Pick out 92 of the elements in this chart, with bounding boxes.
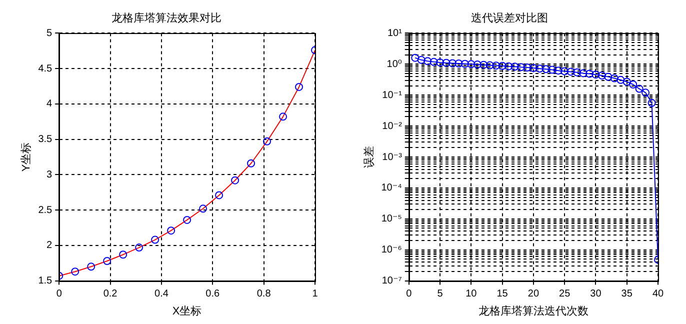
point xyxy=(247,159,256,168)
point xyxy=(454,59,463,68)
point xyxy=(231,176,240,184)
point xyxy=(151,236,160,244)
x-axis-title: 龙格库塔算法迭代次数 xyxy=(478,304,588,318)
x-tick-label: 25 xyxy=(559,288,571,300)
point xyxy=(215,191,224,200)
point xyxy=(183,216,192,224)
y-tick-label: 10⁻² xyxy=(382,120,403,132)
point xyxy=(554,66,562,75)
point xyxy=(573,68,582,76)
point xyxy=(424,57,432,66)
point xyxy=(87,262,96,271)
y-tick-label: 4.5 xyxy=(38,63,53,74)
point xyxy=(71,268,80,276)
point xyxy=(263,137,272,146)
point xyxy=(504,62,513,70)
y-tick-label: 10⁻¹ xyxy=(382,90,403,101)
y-tick-label: 3 xyxy=(46,169,53,180)
y-tick-label: 2 xyxy=(46,240,53,252)
x-tick-label: 30 xyxy=(590,288,602,300)
point xyxy=(430,58,438,66)
point xyxy=(448,59,456,68)
x-tick-label: 0.6 xyxy=(206,288,220,300)
point xyxy=(592,70,600,79)
y-tick-label: 10⁻⁴ xyxy=(381,182,402,194)
point xyxy=(103,256,112,265)
x-tick-label: 0.8 xyxy=(256,288,272,300)
point xyxy=(516,63,525,72)
point xyxy=(610,74,618,82)
point xyxy=(579,69,588,78)
x-tick-label: 40 xyxy=(652,288,664,300)
point xyxy=(167,226,176,235)
point xyxy=(548,66,556,74)
point xyxy=(460,60,469,68)
point xyxy=(523,63,532,72)
y-tick-label: 2.5 xyxy=(38,204,53,216)
point xyxy=(629,80,638,88)
point xyxy=(542,65,550,74)
y-tick-label: 10⁻⁷ xyxy=(382,276,402,287)
x-tick-label: 5 xyxy=(437,288,444,300)
point xyxy=(566,68,575,76)
x-tick-label: 15 xyxy=(496,288,508,300)
y-tick-label: 10⁻⁶ xyxy=(381,244,402,256)
chart-title: 迭代误差对比图 xyxy=(471,12,548,25)
point xyxy=(648,98,656,107)
point xyxy=(585,70,594,78)
point xyxy=(536,64,544,73)
point xyxy=(279,112,288,121)
point xyxy=(635,84,644,93)
x-axis-title: X坐标 xyxy=(172,304,202,318)
point xyxy=(642,88,650,97)
point xyxy=(436,58,444,67)
point xyxy=(295,82,304,91)
point xyxy=(510,62,519,71)
y-tick-label: 10⁻⁵ xyxy=(381,214,402,225)
x-tick-label: 0 xyxy=(406,288,412,300)
point xyxy=(199,204,208,213)
y-tick-label: 4 xyxy=(46,98,53,110)
point xyxy=(417,56,426,64)
x-tick-label: 10 xyxy=(466,288,478,300)
point xyxy=(119,250,128,259)
point xyxy=(480,60,488,69)
point xyxy=(498,62,506,70)
y-tick-label: 10¹ xyxy=(387,28,403,39)
point xyxy=(529,64,538,72)
y-tick-label: 10⁰ xyxy=(386,58,402,70)
y-axis-title: Y坐标 xyxy=(20,142,33,172)
point xyxy=(604,72,612,81)
y-tick-label: 5 xyxy=(46,28,53,39)
point xyxy=(560,67,569,76)
point xyxy=(492,62,500,70)
point xyxy=(411,54,420,62)
point xyxy=(622,78,631,86)
x-tick-label: 0.4 xyxy=(154,288,169,300)
x-tick-label: 0 xyxy=(56,288,62,300)
y-tick-label: 3.5 xyxy=(38,134,53,146)
point xyxy=(486,61,494,70)
point xyxy=(598,71,606,80)
point xyxy=(473,60,482,69)
point xyxy=(135,244,144,252)
point xyxy=(467,60,476,68)
x-tick-label: 35 xyxy=(621,288,633,300)
x-tick-label: 20 xyxy=(528,288,540,300)
x-tick-label: 1 xyxy=(312,288,318,300)
y-axis-title: 误差 xyxy=(364,146,376,168)
point xyxy=(442,58,450,67)
y-tick-label: 10⁻³ xyxy=(382,152,403,163)
point xyxy=(616,76,625,84)
chart-title: 龙格库塔算法效果对比 xyxy=(112,12,222,25)
x-tick-label: 0.2 xyxy=(103,288,118,300)
y-tick-label: 1.5 xyxy=(38,276,53,287)
